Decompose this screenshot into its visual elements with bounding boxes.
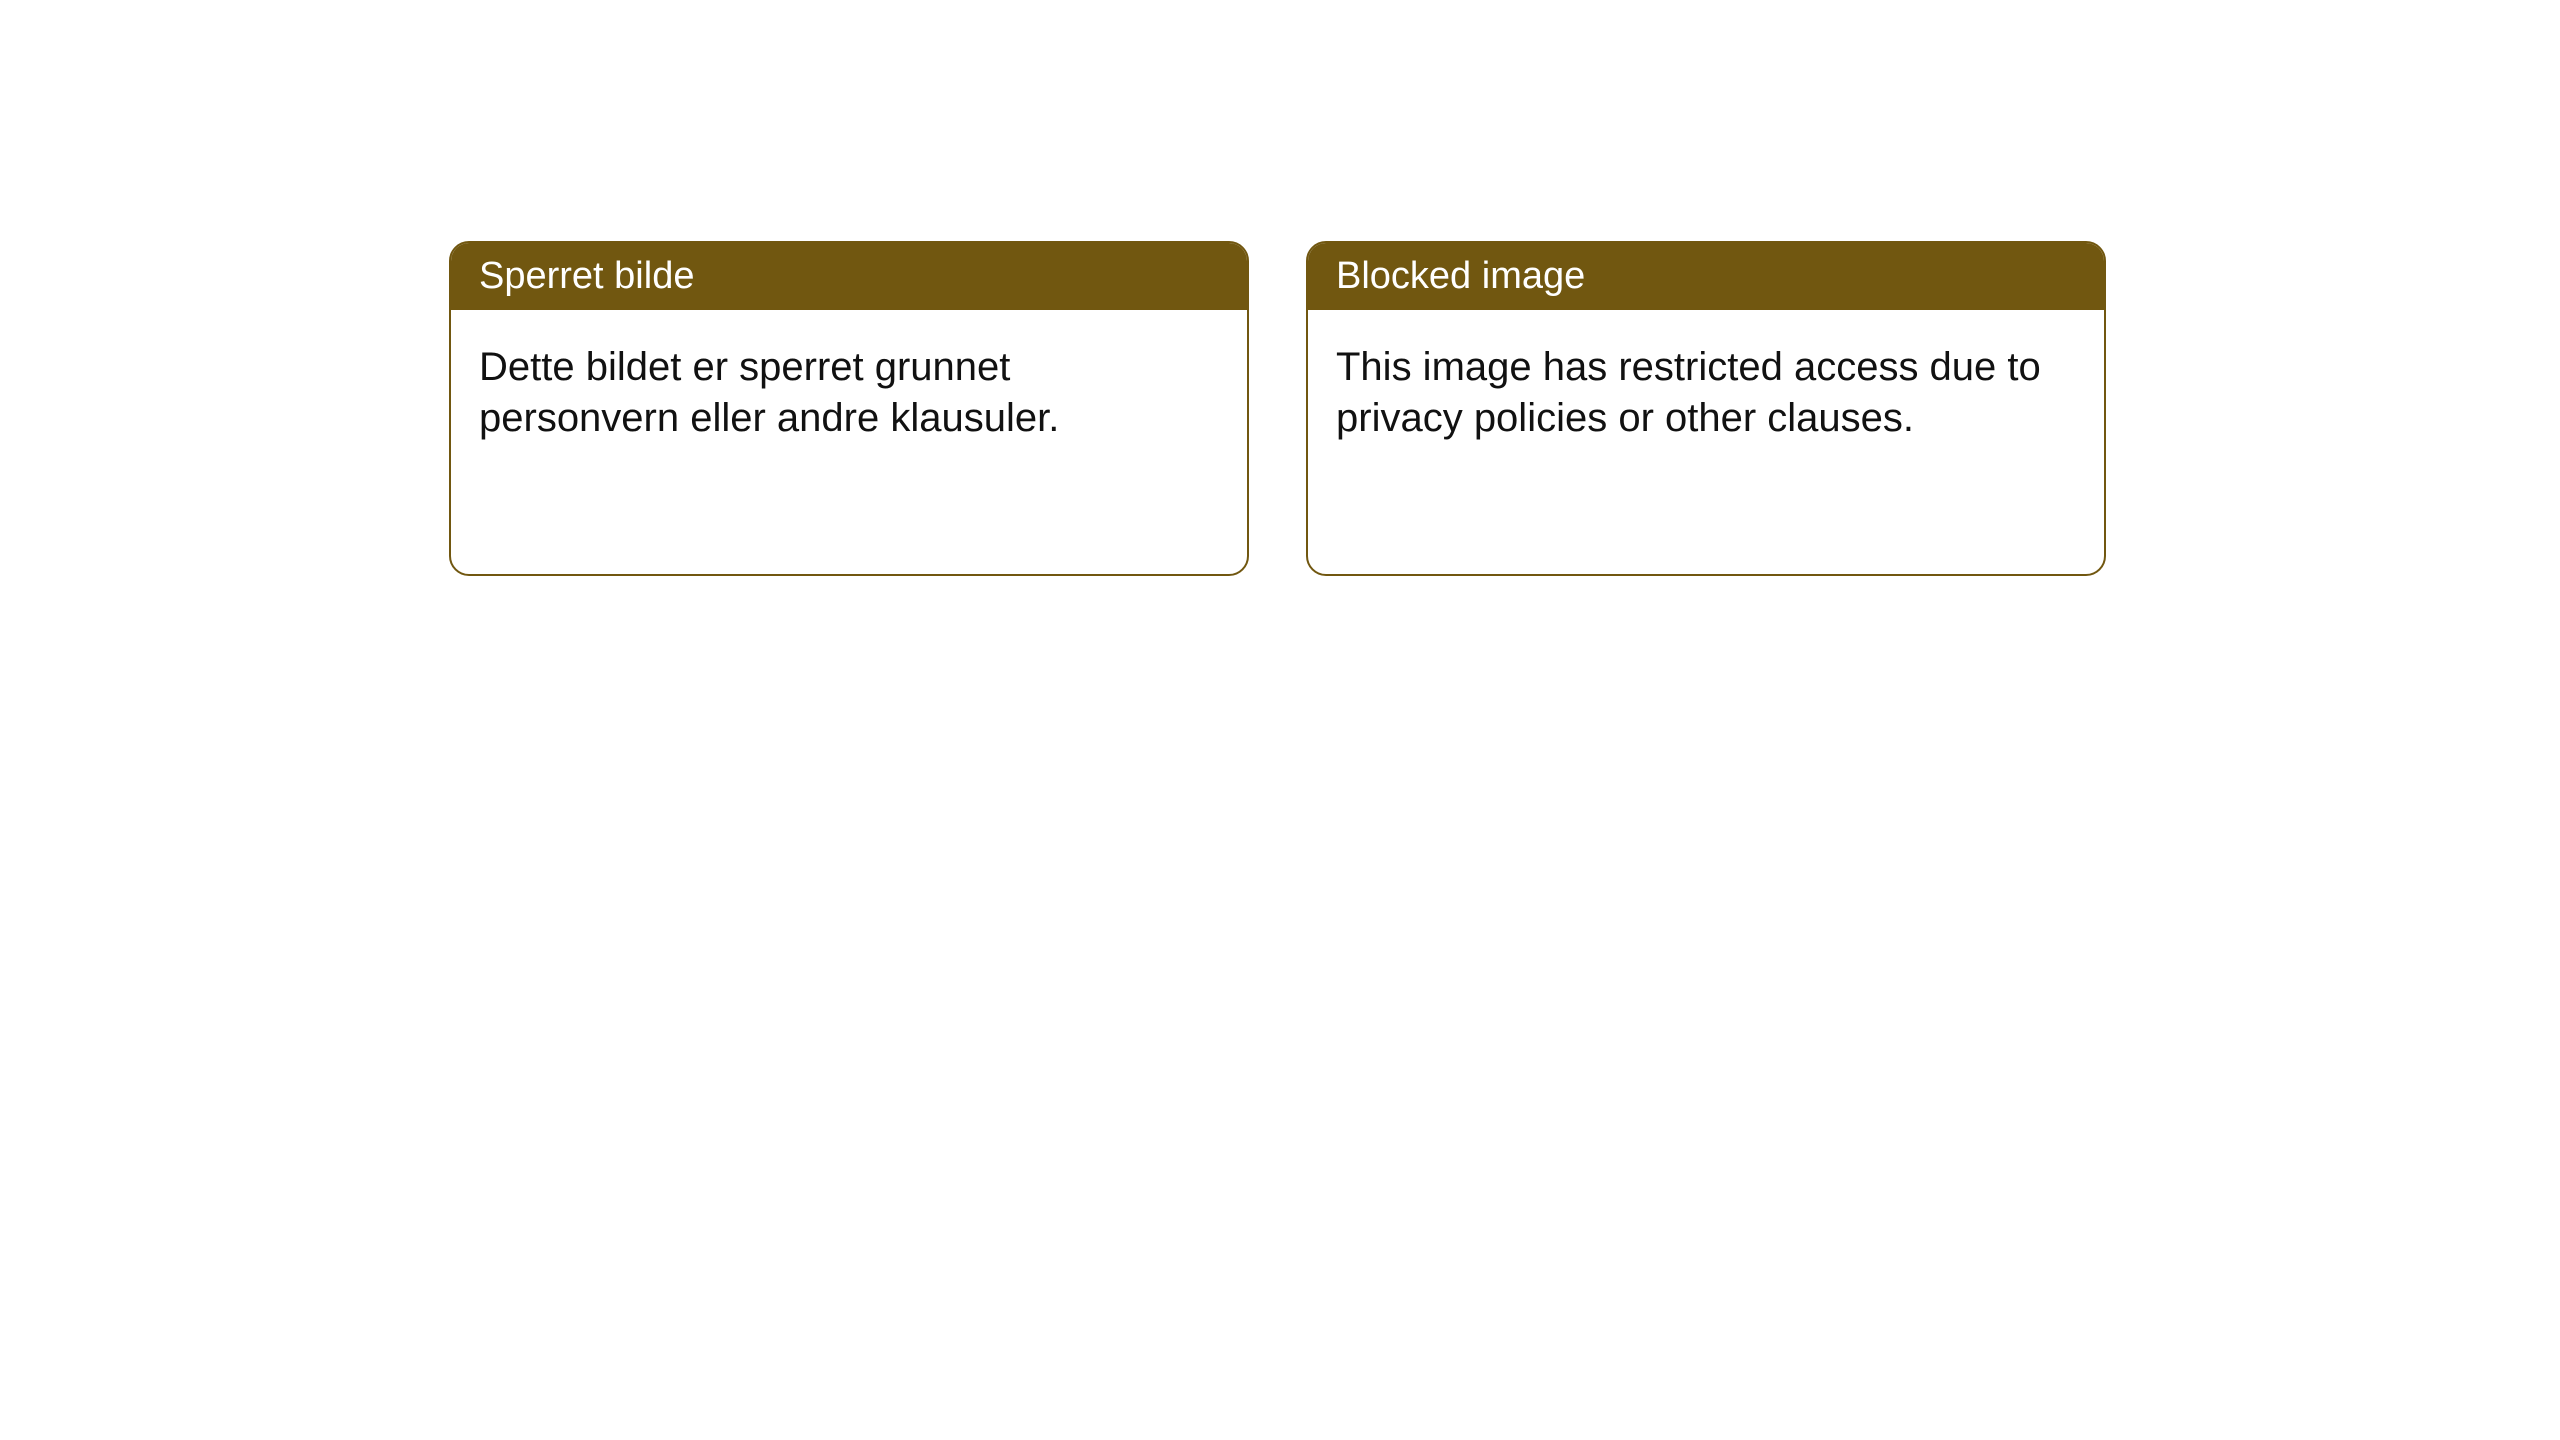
card-body: This image has restricted access due to … <box>1308 310 2104 476</box>
notice-container: Sperret bilde Dette bildet er sperret gr… <box>449 241 2106 576</box>
card-body: Dette bildet er sperret grunnet personve… <box>451 310 1247 476</box>
card-header: Sperret bilde <box>451 243 1247 310</box>
card-body-text: This image has restricted access due to … <box>1336 345 2041 440</box>
card-title: Blocked image <box>1336 255 1585 297</box>
card-body-text: Dette bildet er sperret grunnet personve… <box>479 345 1059 440</box>
notice-card-english: Blocked image This image has restricted … <box>1306 241 2106 576</box>
card-title: Sperret bilde <box>479 255 694 297</box>
card-header: Blocked image <box>1308 243 2104 310</box>
notice-card-norwegian: Sperret bilde Dette bildet er sperret gr… <box>449 241 1249 576</box>
